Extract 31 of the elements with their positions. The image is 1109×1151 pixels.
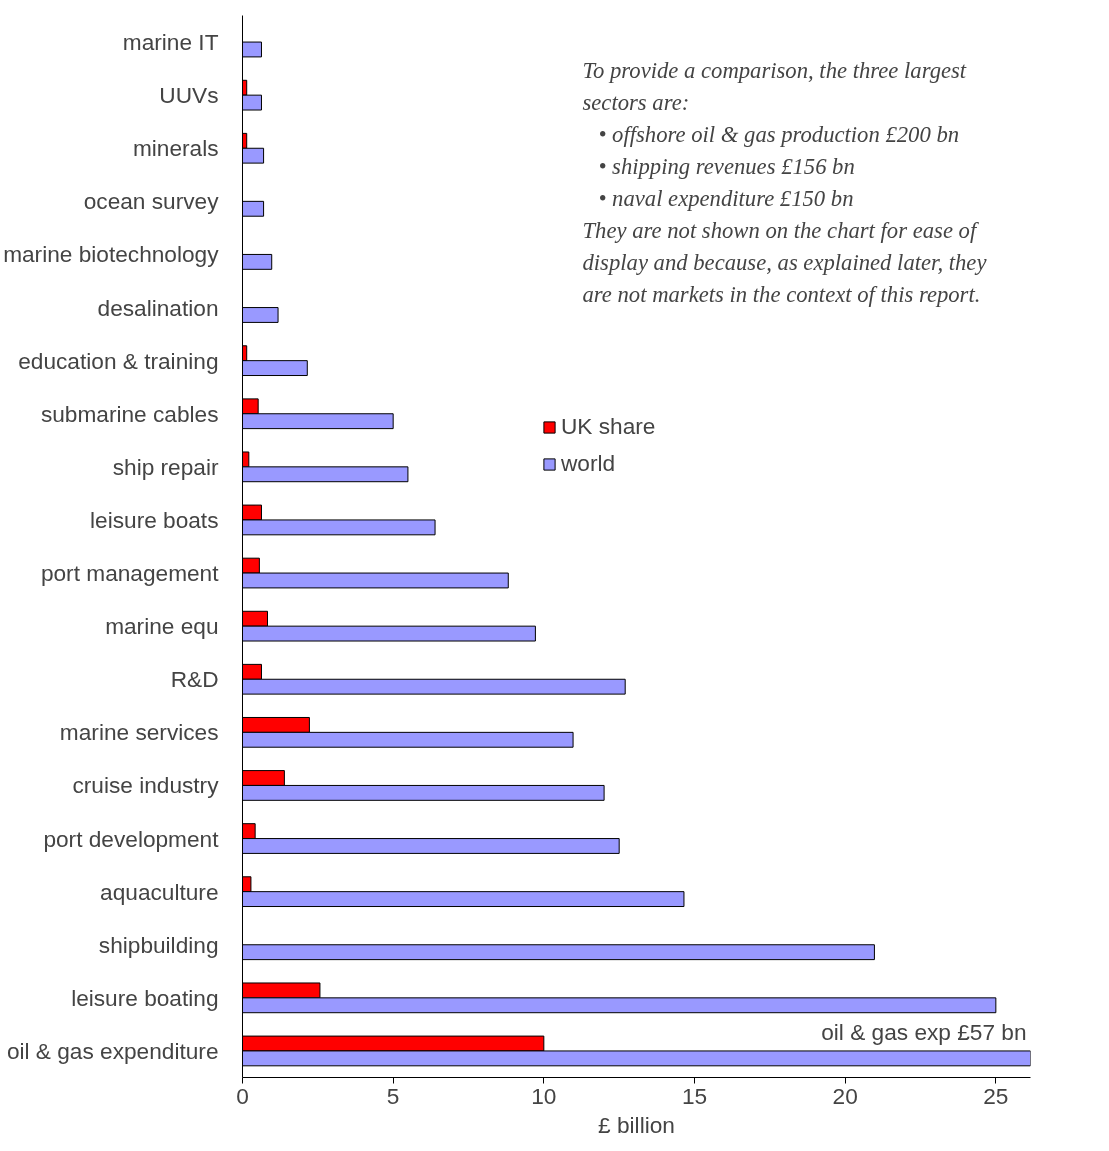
x-tick-label: 15 [681, 1082, 708, 1109]
y-tick-label: marine biotechnology [3, 241, 220, 268]
y-tick-label: aquaculture [100, 878, 219, 905]
y-tick-label: ship repair [112, 453, 219, 480]
y-tick-label: leisure boating [71, 984, 219, 1011]
legend-label: UK share [561, 413, 656, 440]
y-tick-label: marine IT [122, 29, 219, 56]
annotation: oil & gas exp £57 bn [821, 1018, 1027, 1045]
x-tick-label: 20 [832, 1082, 858, 1109]
y-tick-label: marine equ [105, 613, 219, 640]
y-tick-label: desalination [97, 294, 219, 321]
y-tick-label: R&D [170, 666, 219, 693]
y-tick-label: UUVs [159, 82, 219, 109]
y-tick-label: leisure boats [90, 506, 219, 533]
y-tick-label: cruise industry [72, 772, 220, 799]
x-tick-label: 5 [386, 1082, 400, 1109]
y-tick-label: submarine cables [40, 400, 219, 427]
legend-label: world [561, 450, 616, 477]
x-tick-label: 0 [236, 1082, 249, 1109]
x-tick-label: 10 [531, 1082, 557, 1109]
y-tick-label: marine services [59, 719, 219, 746]
y-tick-label: shipbuilding [98, 931, 219, 958]
annotation: To provide a comparison, the three largest sectors are: • offshore oil & gas production £200 bn • shipping revenues £156 bn • naval expenditure £150 bn They are not shown on the chart for ease of display and because, as explained later, they are not markets in the context of this report. [582, 57, 988, 307]
y-tick-label: port management [40, 560, 220, 587]
x-axis-title: £ billion [598, 1111, 675, 1138]
y-tick-label: port development [43, 825, 220, 852]
y-tick-label: minerals [132, 135, 219, 162]
y-tick-label: oil & gas expenditure [6, 1037, 219, 1064]
x-tick-label: 25 [983, 1082, 1009, 1109]
y-tick-label: education & training [18, 347, 219, 374]
y-tick-label: ocean survey [83, 188, 220, 215]
